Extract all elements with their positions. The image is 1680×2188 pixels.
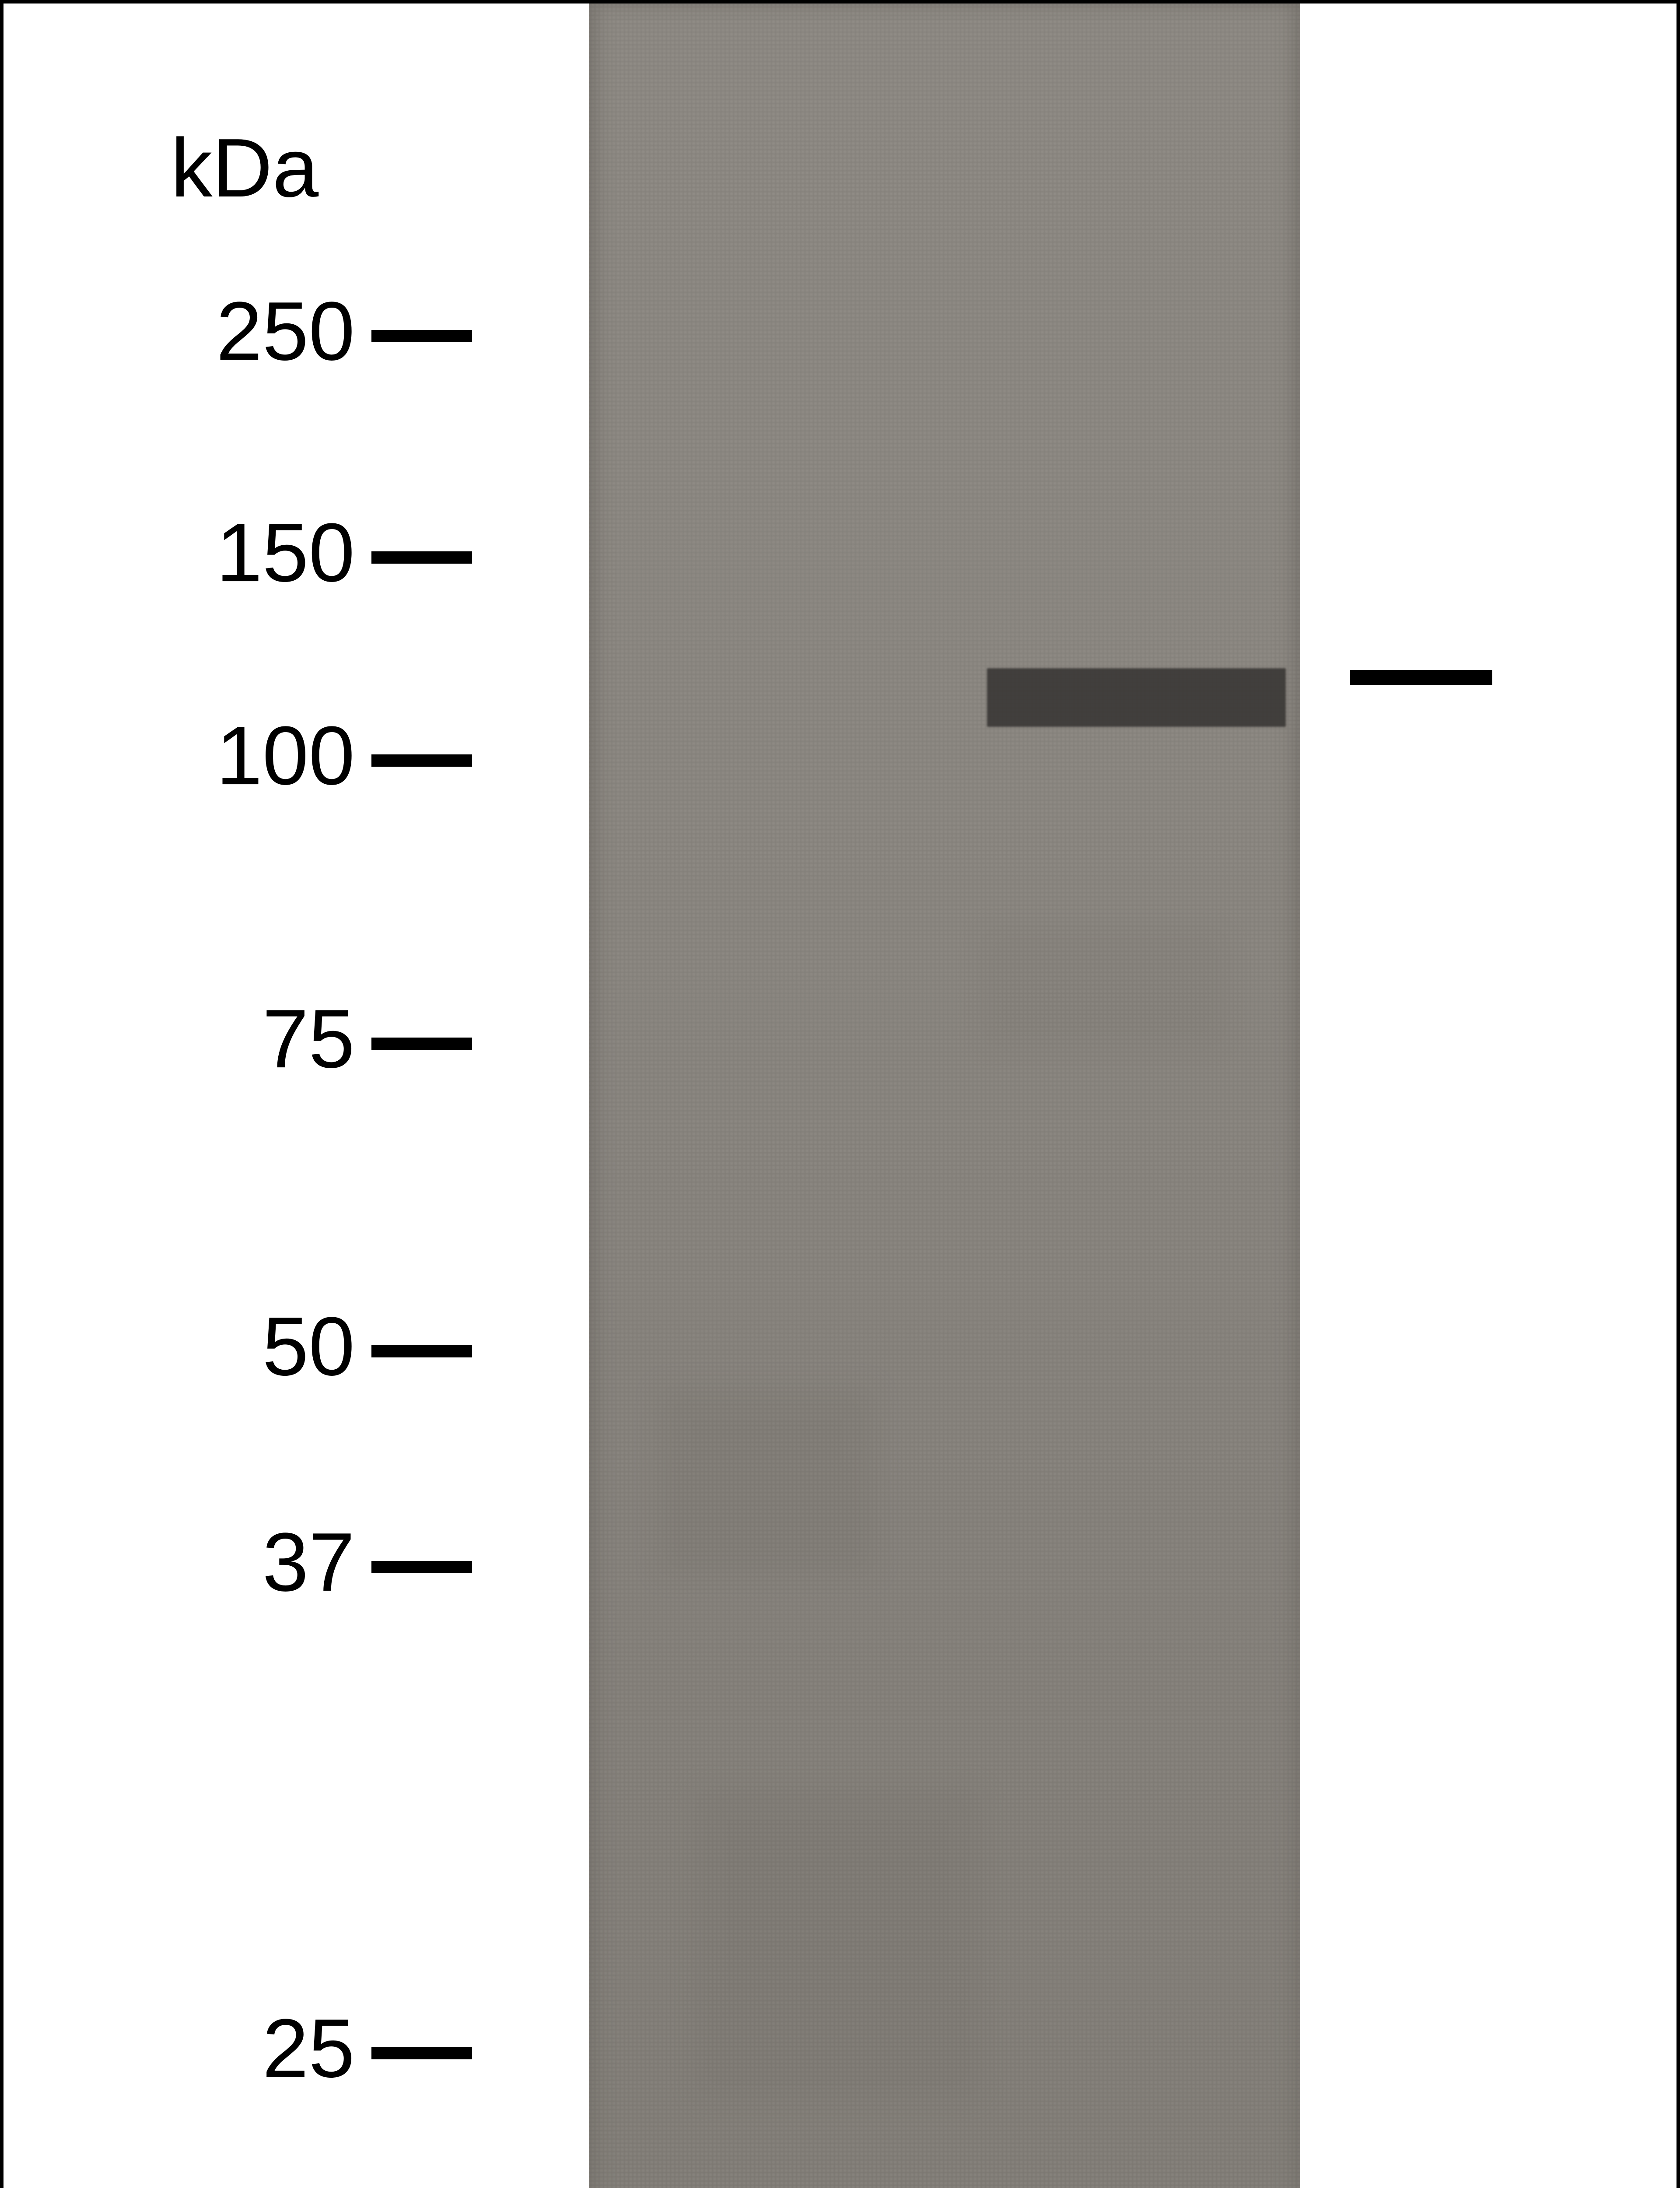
ladder-label-37: 37	[262, 1515, 355, 1610]
ladder-label-250: 250	[216, 284, 355, 379]
ladder-tick-150	[371, 551, 472, 564]
blot-frame: kDa 250150100755037252015	[0, 0, 1680, 2188]
lane-noise	[589, 4, 1300, 2188]
ladder-tick-250	[371, 330, 472, 342]
ladder-tick-50	[371, 1345, 472, 1357]
ladder-label-25: 25	[262, 2001, 355, 2096]
ladder-tick-37	[371, 1561, 472, 1573]
target-band	[987, 668, 1286, 727]
unit-label: kDa	[171, 120, 318, 216]
ladder-label-100: 100	[216, 708, 355, 803]
ladder-label-150: 150	[216, 505, 355, 600]
ladder-label-50: 50	[262, 1299, 355, 1395]
ladder-tick-100	[371, 754, 472, 767]
ladder-tick-25	[371, 2047, 472, 2059]
blot-lane	[589, 4, 1300, 2188]
ladder-tick-75	[371, 1038, 472, 1050]
target-band-arrow	[1350, 670, 1492, 685]
ladder-label-75: 75	[262, 991, 355, 1087]
